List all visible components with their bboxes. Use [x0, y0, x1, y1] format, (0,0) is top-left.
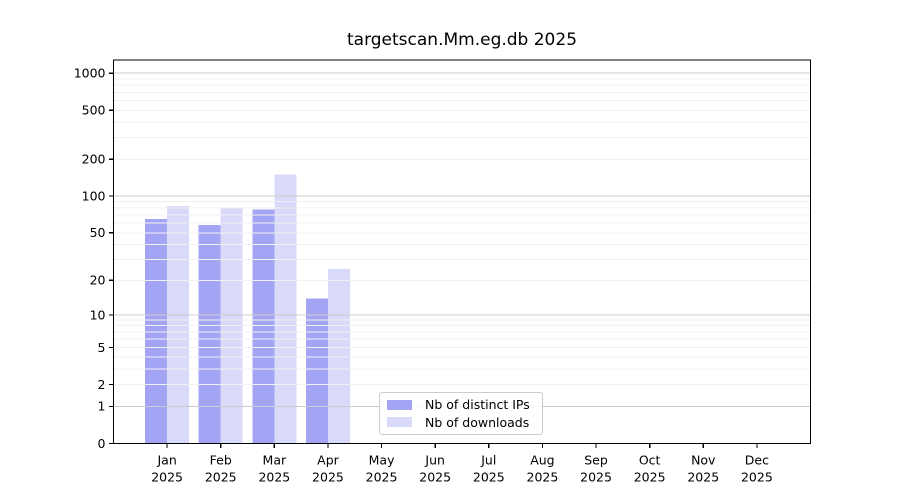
bar-nb-of-distinct-ips-feb [198, 224, 221, 444]
x-tick-year-label: 2025 [634, 470, 666, 485]
x-tick-year-label: 2025 [258, 470, 290, 485]
y-tick-label: 1 [98, 399, 106, 414]
plot-border [112, 59, 812, 445]
x-tick-month-label: Sep [584, 453, 608, 468]
x-tick-month-label: Aug [530, 453, 554, 468]
y-tick-label: 0 [98, 436, 106, 451]
x-tick-month-label: Nov [691, 453, 716, 468]
legend-label-distinct-ips: Nb of distinct IPs [425, 397, 530, 413]
x-tick-year-label: 2025 [312, 470, 344, 485]
y-tick-label: 100 [82, 188, 106, 203]
legend-swatch-distinct-ips [387, 399, 412, 410]
bar-nb-of-distinct-ips-jan [145, 218, 168, 444]
legend-item-distinct-ips: Nb of distinct IPs [387, 397, 535, 412]
legend-swatch-downloads [387, 417, 412, 428]
bar-nb-of-downloads-jan [167, 206, 190, 444]
x-tick-month-label: Jul [480, 453, 496, 468]
x-tick-month-label: Oct [639, 453, 661, 468]
x-tick-year-label: 2025 [205, 470, 237, 485]
bar-nb-of-downloads-apr [327, 268, 350, 444]
x-tick-year-label: 2025 [151, 470, 183, 485]
y-tick-label: 2 [98, 377, 106, 392]
x-tick-year-label: 2025 [741, 470, 773, 485]
x-tick-year-label: 2025 [419, 470, 451, 485]
x-tick-month-label: Jun [424, 453, 445, 468]
legend-item-downloads: Nb of downloads [387, 415, 535, 430]
bar-nb-of-distinct-ips-apr [305, 298, 328, 444]
x-tick-year-label: 2025 [366, 470, 398, 485]
y-tick-label: 10 [90, 307, 106, 322]
x-tick-month-label: Feb [210, 453, 232, 468]
bar-nb-of-downloads-mar [274, 174, 297, 444]
x-tick-month-label: Dec [745, 453, 769, 468]
x-tick-year-label: 2025 [473, 470, 505, 485]
chart-title: targetscan.Mm.eg.db 2025 [346, 30, 578, 50]
y-tick-label: 500 [82, 103, 106, 118]
x-tick-year-label: 2025 [687, 470, 719, 485]
y-tick-label: 200 [82, 152, 106, 167]
x-tick-month-label: Mar [263, 453, 287, 468]
y-tick-label: 1000 [74, 66, 106, 81]
legend-label-downloads: Nb of downloads [425, 414, 530, 430]
y-tick-label: 50 [90, 225, 106, 240]
legend: Nb of distinct IPs Nb of downloads [379, 392, 543, 435]
x-tick-month-label: Jan [156, 453, 176, 468]
x-tick-year-label: 2025 [580, 470, 612, 485]
y-tick-label: 5 [98, 340, 106, 355]
x-tick-month-label: May [369, 453, 395, 468]
y-tick-label: 20 [90, 273, 106, 288]
x-tick-year-label: 2025 [527, 470, 559, 485]
x-tick-month-label: Apr [317, 453, 339, 468]
